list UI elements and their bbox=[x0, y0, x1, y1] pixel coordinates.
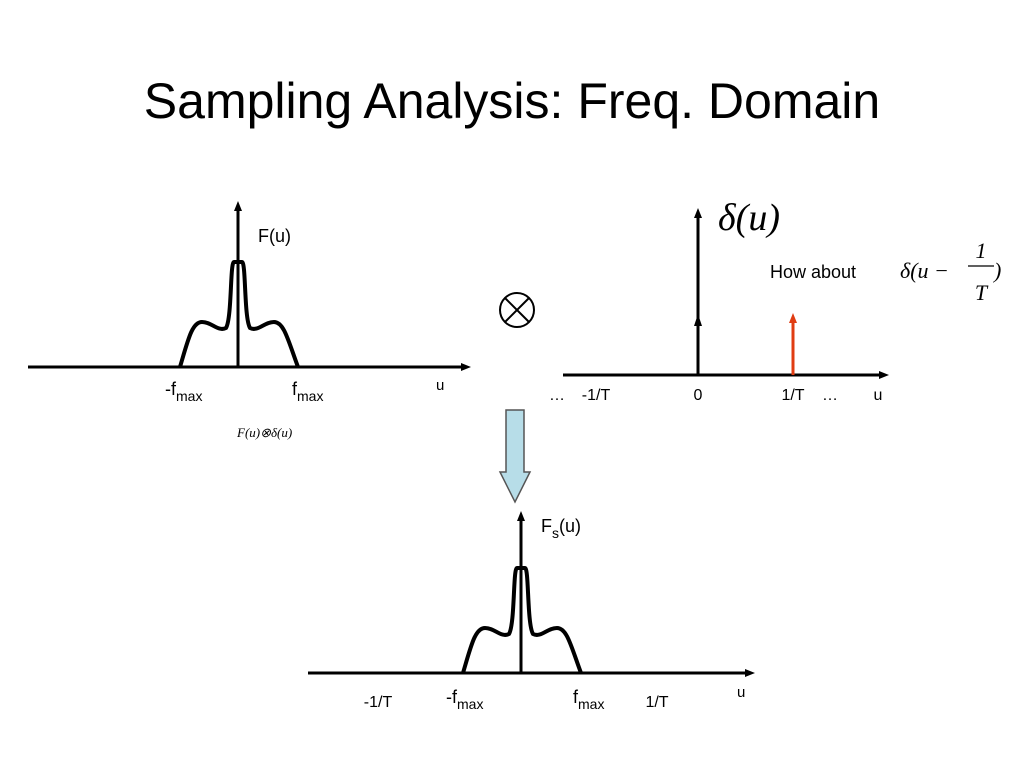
tick: -1/T bbox=[364, 694, 393, 711]
text-part: max bbox=[457, 696, 483, 712]
text-part: s bbox=[552, 525, 559, 541]
tick: 1/T bbox=[645, 694, 668, 711]
y-label: Fs(u) bbox=[541, 516, 581, 541]
tick: … bbox=[822, 387, 838, 404]
text-part: f bbox=[292, 379, 298, 399]
question: How about bbox=[770, 262, 856, 282]
formula: δ(u − 1 T ) bbox=[900, 238, 1001, 305]
convolution-operator bbox=[499, 292, 535, 328]
left-plot: F(u) -fmax fmax u F(u)⊗δ(u) bbox=[28, 201, 471, 440]
text-part: max bbox=[176, 388, 202, 404]
text-part: -f bbox=[165, 379, 177, 399]
title: Sampling Analysis: Freq. Domain bbox=[144, 73, 880, 129]
result-arrow bbox=[498, 409, 532, 504]
y-label: F(u) bbox=[258, 226, 291, 246]
formula-post: ) bbox=[992, 258, 1001, 283]
spectrum-curve bbox=[461, 566, 583, 674]
text-part: max bbox=[578, 696, 604, 712]
text-part: (u) bbox=[559, 516, 581, 536]
tick: … bbox=[549, 387, 565, 404]
tick: 1/T bbox=[781, 387, 804, 404]
x-label: u bbox=[737, 684, 745, 701]
y-label: δ(u) bbox=[718, 197, 780, 239]
text-part: -f bbox=[446, 687, 458, 707]
right-plot: δ(u) How about δ(u − 1 T ) … -1/T 0 1/T … bbox=[549, 197, 1001, 404]
result-plot: Fs(u) -1/T -fmax fmax 1/T u bbox=[308, 511, 755, 712]
pos-fmax: fmax bbox=[573, 687, 604, 712]
text-part: max bbox=[297, 388, 323, 404]
formula-den: T bbox=[975, 280, 989, 305]
text-part: f bbox=[573, 687, 579, 707]
impulse-mark bbox=[694, 314, 702, 326]
caption: F(u)⊗δ(u) bbox=[236, 425, 292, 440]
formula-pre: δ(u − bbox=[900, 258, 949, 283]
tick: -1/T bbox=[582, 387, 611, 404]
pos-fmax: fmax bbox=[292, 379, 323, 404]
x-label: u bbox=[436, 377, 444, 394]
spectrum-curve bbox=[178, 260, 300, 368]
formula-num: 1 bbox=[976, 238, 987, 263]
neg-fmax: -fmax bbox=[165, 379, 202, 404]
text-part: F bbox=[541, 516, 552, 536]
x-label: u bbox=[874, 387, 883, 404]
neg-fmax: -fmax bbox=[446, 687, 483, 712]
tick: 0 bbox=[694, 387, 703, 404]
